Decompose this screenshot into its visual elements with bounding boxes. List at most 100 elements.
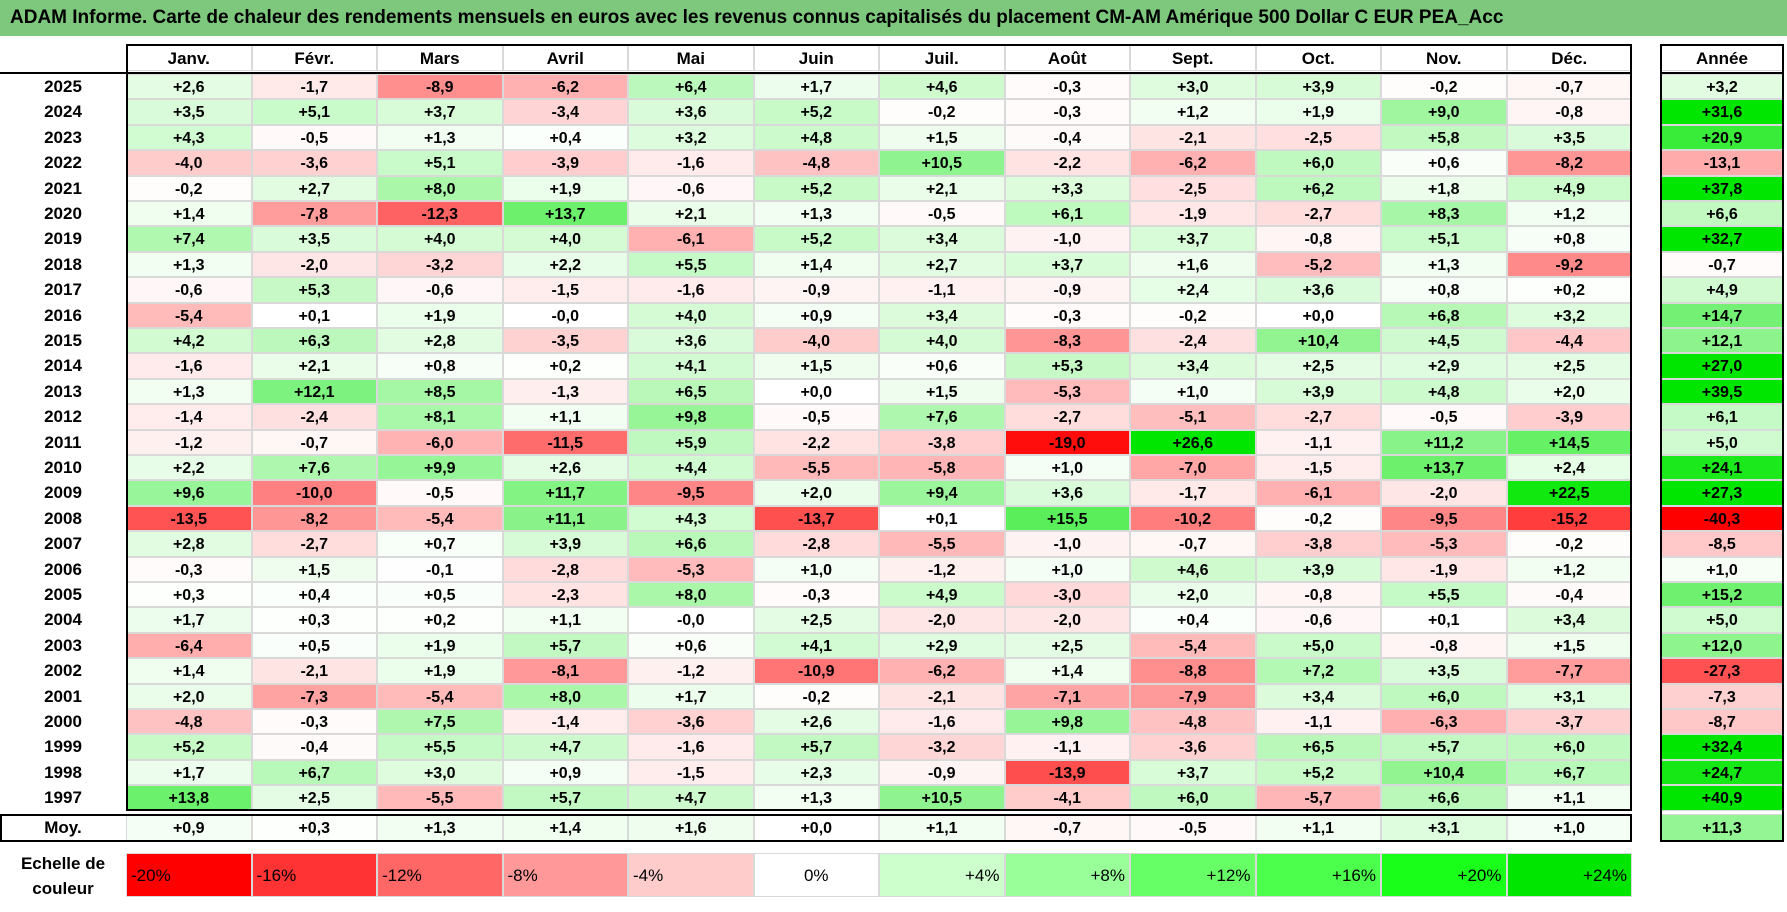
heatmap-cell: -6,3 [1381, 709, 1507, 735]
heatmap-cell: +1,9 [377, 658, 503, 684]
color-scale-swatch: -16% [251, 852, 377, 897]
heatmap-cell: -0,3 [1004, 302, 1130, 328]
heatmap-cell: +6,5 [628, 378, 754, 405]
heatmap-cell: -2,7 [1004, 404, 1130, 430]
heatmap-cell: +3,9 [1255, 556, 1381, 582]
heatmap-cell: -3,8 [1255, 531, 1381, 557]
heatmap-cell: +3,9 [502, 531, 628, 557]
heatmap-cell: +2,1 [251, 353, 377, 379]
month-header: Avril [502, 44, 628, 71]
heatmap-cell: -3,0 [1004, 582, 1130, 608]
heatmap-cell: +1,8 [1381, 175, 1507, 201]
heatmap-cell: +13,7 [1381, 455, 1507, 481]
month-header: Nov. [1381, 44, 1507, 71]
heatmap-cell: -10,2 [1130, 505, 1256, 532]
heatmap-cell: +1,4 [126, 658, 252, 684]
year-label: 2020 [44, 204, 82, 223]
heatmap-cell: -8,1 [502, 658, 628, 684]
heatmap-cell: +0,5 [251, 632, 377, 659]
heatmap-cell: +4,0 [879, 328, 1005, 354]
heatmap-cell: -0,2 [753, 683, 879, 709]
heatmap-cell: +3,7 [377, 99, 503, 125]
heatmap-cell: +2,0 [126, 683, 252, 709]
annual-cell: +24,7 [1660, 759, 1784, 786]
heatmap-cell: +4,0 [377, 226, 503, 252]
heatmap-cell: +2,7 [251, 175, 377, 201]
heatmap-cell: +2,6 [502, 455, 628, 481]
heatmap-cell: +6,2 [1255, 175, 1381, 201]
heatmap-cell: -1,1 [1004, 734, 1130, 760]
heatmap-cell: +1,1 [502, 607, 628, 633]
heatmap-cell: +0,1 [1381, 607, 1507, 633]
heatmap-cell: +6,7 [1506, 759, 1632, 786]
annual-cell: +40,9 [1660, 785, 1784, 811]
average-cell: -0,5 [1130, 813, 1256, 842]
annual-cell: +6,6 [1660, 201, 1784, 227]
heatmap-cell: -2,1 [879, 683, 1005, 709]
heatmap-cell: -2,5 [1255, 124, 1381, 151]
heatmap-cell: +1,9 [1255, 99, 1381, 125]
heatmap-cell: +4,3 [628, 505, 754, 532]
year-label: 2006 [44, 559, 82, 579]
heatmap-cell: -13,5 [126, 505, 252, 532]
heatmap-cell: -7,7 [1506, 658, 1632, 684]
heatmap-cell: -5,1 [1130, 404, 1256, 430]
annual-cell: +32,4 [1660, 734, 1784, 760]
heatmap-cell: +6,0 [1130, 785, 1256, 811]
heatmap-cell: -0,4 [1004, 124, 1130, 151]
annual-cell: +32,7 [1660, 226, 1784, 252]
heatmap-cell: +2,1 [628, 201, 754, 227]
heatmap-cell: +12,1 [251, 378, 377, 405]
color-scale-swatch: +24% [1506, 852, 1632, 897]
year-label: 2021 [44, 178, 82, 198]
heatmap-cell: -6,1 [1255, 480, 1381, 506]
heatmap-cell: +13,7 [502, 201, 628, 227]
heatmap-cell: -5,4 [126, 302, 252, 328]
heatmap-cell: -5,4 [1130, 632, 1256, 659]
heatmap-cell: +7,4 [126, 226, 252, 252]
color-scale-swatch: +12% [1130, 852, 1256, 897]
heatmap-cell: +1,7 [753, 74, 879, 100]
heatmap-cell: -0,2 [126, 175, 252, 201]
heatmap-cell: +3,4 [879, 226, 1005, 252]
heatmap-cell: -0,9 [1004, 277, 1130, 303]
heatmap-cell: +3,5 [1506, 124, 1632, 151]
annual-cell: +27,0 [1660, 353, 1784, 379]
heatmap-cell: -1,7 [1130, 480, 1256, 506]
heatmap-cell: -3,6 [1130, 734, 1256, 760]
heatmap-cell: -0,5 [251, 124, 377, 151]
heatmap-cell: -6,2 [879, 658, 1005, 684]
heatmap-cell: +0,9 [753, 302, 879, 328]
heatmap-cell: -6,0 [377, 429, 503, 455]
heatmap-cell: +1,6 [1130, 251, 1256, 278]
month-header: Déc. [1506, 44, 1632, 71]
heatmap-cell: +5,1 [1381, 226, 1507, 252]
year-label: 2014 [44, 356, 82, 376]
year-label: 2008 [44, 508, 82, 528]
heatmap-cell: +5,2 [126, 734, 252, 760]
heatmap-cell: -15,2 [1506, 505, 1632, 532]
heatmap-cell: -2,8 [502, 556, 628, 582]
heatmap-cell: -5,4 [377, 505, 503, 532]
heatmap-cell: +5,2 [753, 175, 879, 201]
heatmap-cell: +2,2 [502, 251, 628, 278]
month-header: Août [1004, 44, 1130, 71]
heatmap-cell: -0,7 [1130, 531, 1256, 557]
heatmap-cell: -1,9 [1130, 201, 1256, 227]
heatmap-cell: +1,9 [377, 632, 503, 659]
heatmap-cell: +11,7 [502, 480, 628, 506]
annual-cell: +37,8 [1660, 175, 1784, 201]
heatmap-cell: +0,2 [502, 353, 628, 379]
heatmap-cell: +0,3 [126, 582, 252, 608]
heatmap-cell: +0,4 [1130, 607, 1256, 633]
month-header: Juin [753, 44, 879, 71]
average-cell: +0,9 [126, 813, 252, 842]
heatmap-cell: -0,4 [1506, 582, 1632, 608]
heatmap-cell: -19,0 [1004, 429, 1130, 455]
annual-cell: +6,1 [1660, 404, 1784, 430]
average-cell: +1,0 [1506, 813, 1632, 842]
heatmap-cell: +3,6 [628, 99, 754, 125]
annual-cell: +5,0 [1660, 429, 1784, 455]
heatmap-cell: -2,7 [251, 531, 377, 557]
heatmap-cell: -4,0 [126, 150, 252, 176]
